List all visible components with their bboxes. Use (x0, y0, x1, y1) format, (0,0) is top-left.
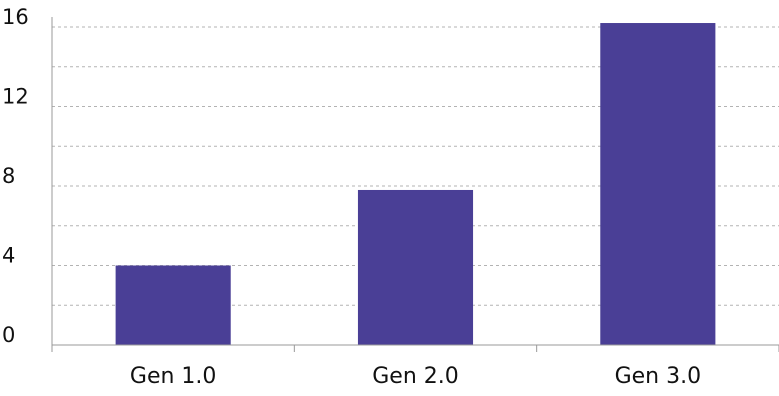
y-tick-label: 16 (2, 5, 29, 29)
y-tick-label: 0 (2, 323, 15, 347)
x-tick-label: Gen 1.0 (130, 364, 217, 389)
y-tick-label: 12 (2, 85, 29, 109)
bar-gen-3-0 (600, 23, 716, 346)
bars (115, 23, 716, 346)
x-tick-labels: Gen 1.0 Gen 2.0 Gen 3.0 (130, 364, 701, 389)
axes (51, 17, 779, 352)
x-tick-label: Gen 2.0 (372, 364, 459, 389)
bar-gen-1-0 (115, 265, 231, 345)
y-tick-label: 4 (2, 244, 15, 268)
y-tick-labels: 0 4 8 12 16 (2, 5, 29, 347)
y-tick-label: 8 (2, 164, 15, 188)
bar-gen-2-0 (357, 189, 474, 345)
x-tick-label: Gen 3.0 (615, 364, 702, 389)
